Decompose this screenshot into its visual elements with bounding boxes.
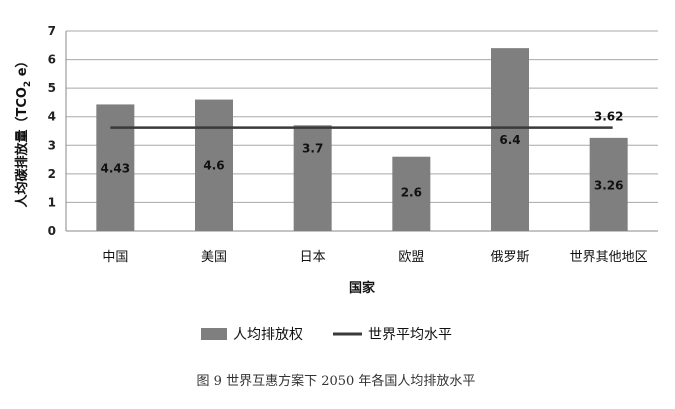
x-axis-title: 国家 xyxy=(349,280,376,296)
bar xyxy=(96,104,135,231)
legend-label-bar: 人均排放权 xyxy=(233,327,303,343)
y-tick-label: 6 xyxy=(48,53,56,67)
legend: 人均排放权 世界平均水平 xyxy=(201,327,452,343)
category-label: 欧盟 xyxy=(398,250,424,265)
bar xyxy=(293,125,332,231)
average-line-group: 3.62 xyxy=(110,110,624,129)
y-tick-labels: 0 1 2 3 4 5 6 7 xyxy=(48,24,56,238)
bar xyxy=(195,99,233,231)
figure-caption: 图 9 世界互惠方案下 2050 年各国人均排放水平 xyxy=(197,373,476,389)
category-label: 俄罗斯 xyxy=(490,250,529,265)
category-labels: 中国 美国 日本 欧盟 俄罗斯 世界其他地区 xyxy=(102,250,647,265)
bar-data-label: 4.6 xyxy=(203,159,224,173)
category-label: 美国 xyxy=(201,250,227,265)
y-tick-label: 3 xyxy=(48,138,56,152)
y-tick-label: 0 xyxy=(48,224,56,238)
bar xyxy=(491,48,529,232)
y-axis-title-subscript: 2 xyxy=(23,81,33,87)
y-tick-label: 2 xyxy=(48,167,56,181)
gridlines xyxy=(66,30,658,203)
y-tick-label: 1 xyxy=(48,195,56,209)
category-label: 世界其他地区 xyxy=(570,250,648,265)
category-label: 日本 xyxy=(300,250,326,265)
category-label: 中国 xyxy=(102,250,128,265)
legend-label-line: 世界平均水平 xyxy=(368,327,452,343)
bar-data-label: 6.4 xyxy=(499,133,520,147)
data-labels: 4.43 4.6 3.7 2.6 6.4 3.26 xyxy=(101,133,624,200)
bar-data-label: 2.6 xyxy=(401,186,422,200)
y-tick-label: 5 xyxy=(48,81,56,95)
axes xyxy=(65,31,658,232)
bar-data-label: 4.43 xyxy=(101,161,131,175)
bar-data-label: 3.26 xyxy=(594,179,624,193)
y-tick-label: 4 xyxy=(48,110,56,124)
y-axis-title: 人均碳排放量（TCO2 e） xyxy=(14,54,33,207)
y-axis-title-suffix: e） xyxy=(14,54,30,80)
y-tick-label: 7 xyxy=(48,24,56,38)
bar xyxy=(589,137,628,231)
average-line-label: 3.62 xyxy=(594,110,624,124)
bar-data-label: 3.7 xyxy=(302,141,323,155)
bars xyxy=(96,48,628,232)
legend-swatch-bar xyxy=(201,328,227,340)
bar xyxy=(392,156,431,231)
